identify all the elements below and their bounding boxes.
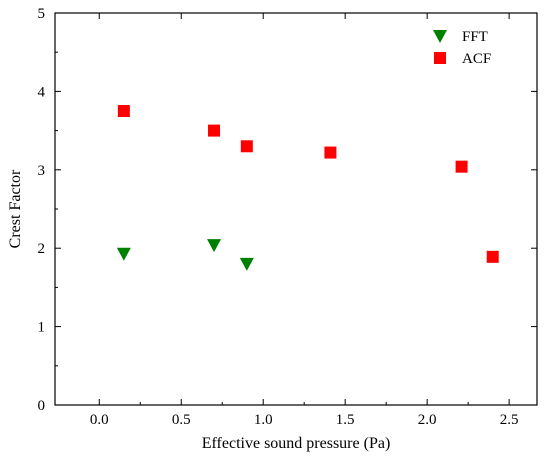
acf-legend-marker xyxy=(434,52,446,64)
plot-frame xyxy=(54,12,538,406)
acf-point xyxy=(455,160,468,173)
x-tick-label: 1.5 xyxy=(336,412,355,428)
y-axis-label: Crest Factor xyxy=(7,169,24,248)
data-points xyxy=(116,105,499,271)
acf-point xyxy=(324,146,337,159)
fft-point xyxy=(239,257,254,271)
fft-point xyxy=(116,247,131,261)
x-axis-label: Effective sound pressure (Pa) xyxy=(202,435,391,452)
plot-area xyxy=(54,12,538,406)
fft-point xyxy=(207,239,222,253)
x-tick-label: 0.5 xyxy=(172,412,191,428)
acf-point xyxy=(486,250,499,263)
acf-point xyxy=(117,105,130,117)
x-tick-label: 2.0 xyxy=(418,412,437,428)
acf-point xyxy=(240,140,253,153)
y-tick-label: 4 xyxy=(38,84,46,100)
y-tick-label: 1 xyxy=(38,320,46,336)
x-tick-label: 1.0 xyxy=(254,412,273,428)
y-tick-label: 2 xyxy=(38,241,46,257)
y-tick-label: 3 xyxy=(38,163,46,179)
y-tick-label: 0 xyxy=(38,398,46,414)
x-tick-label: 2.5 xyxy=(500,412,519,428)
x-axis: 0.0 0.5 1.0 1.5 2.0 2.5 xyxy=(90,13,519,428)
acf-legend-label: ACF xyxy=(462,51,491,67)
x-tick-label: 0.0 xyxy=(90,412,109,428)
y-tick-label: 5 xyxy=(38,6,46,22)
y-axis: 0 1 2 3 4 5 xyxy=(38,6,537,414)
fft-legend-label: FFT xyxy=(462,29,488,45)
legend: FFT ACF xyxy=(433,29,491,67)
fft-legend-marker xyxy=(433,30,447,43)
acf-point xyxy=(208,124,221,137)
